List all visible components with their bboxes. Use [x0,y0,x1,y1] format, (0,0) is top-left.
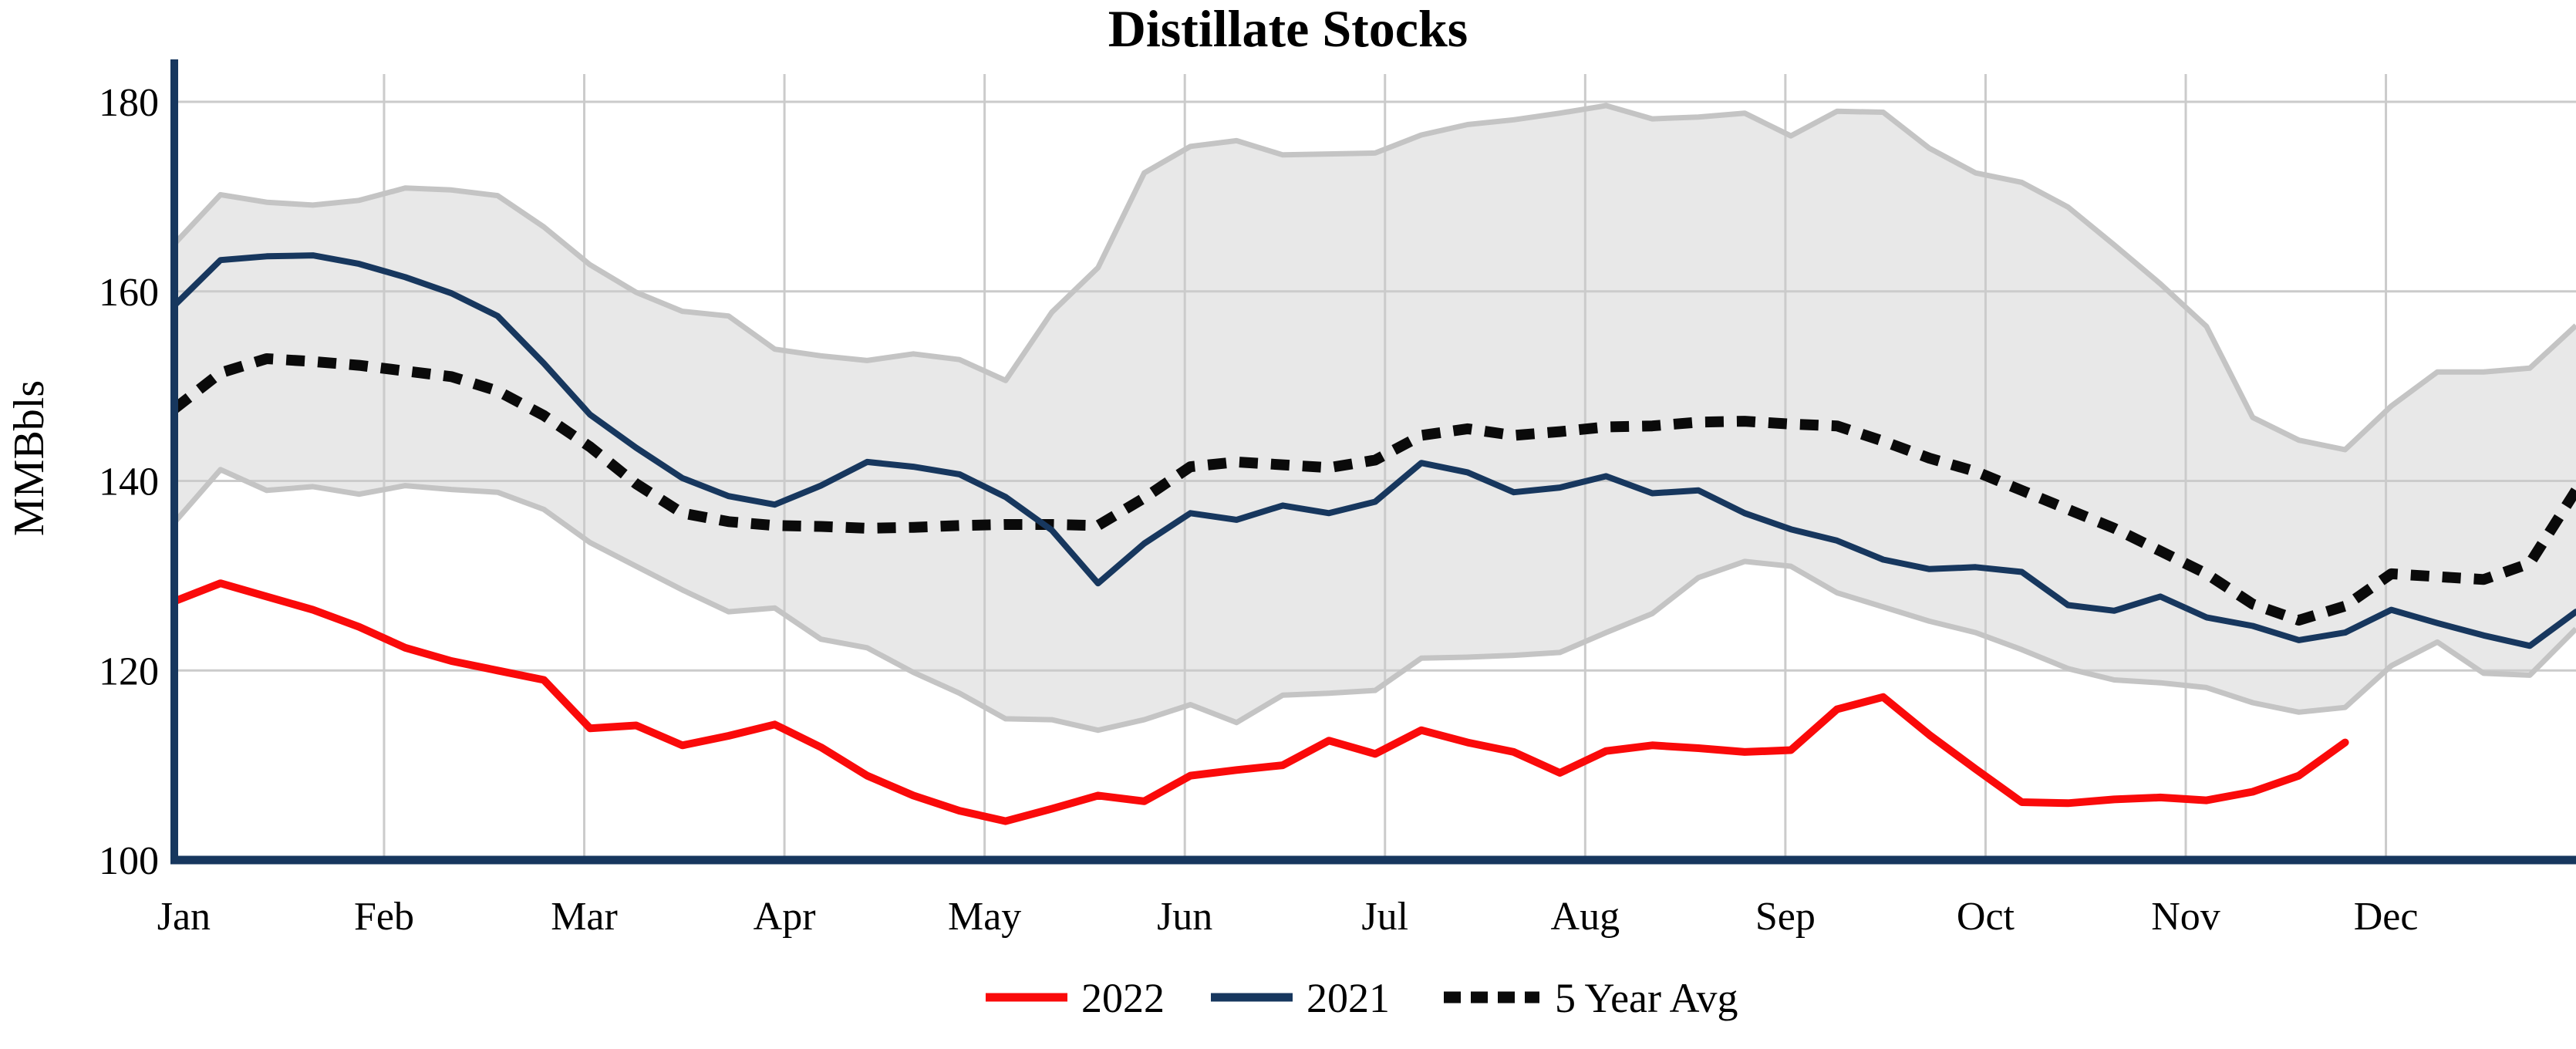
series-line-5-year-avg [170,353,2576,626]
x-month-label-Oct: Oct [1957,895,2015,939]
legend-item-2021: 2021 [1211,975,1390,1021]
series-line-2021 [171,252,2576,649]
x-month-label-Dec: Dec [2354,895,2419,939]
x-month-label-Jul: Jul [1361,895,1408,939]
x-month-label-Mar: Mar [551,895,618,939]
gridlines [174,74,2576,860]
five-year-range-band [174,105,2576,730]
x-month-label-Feb: Feb [354,895,414,939]
x-month-label-Aug: Aug [1551,895,1620,939]
x-month-labels: Jan Feb Mar Apr May Jun Jul Aug Sep Oct Nov Dec [157,895,2419,939]
y-axis-title: MMBbls [5,380,53,536]
y-tick-label-160: 160 [99,271,159,315]
legend-label-2021: 2021 [1307,975,1390,1021]
legend-item-2022: 2022 [986,975,1165,1021]
x-month-label-Nov: Nov [2151,895,2220,939]
y-tick-labels: 100 120 140 160 180 [99,81,159,883]
band-lower-edge [172,467,2576,734]
y-tick-label-140: 140 [99,460,159,504]
x-month-label-Jan: Jan [157,895,211,939]
x-month-label-Sep: Sep [1755,895,1816,939]
data-series [170,252,2576,825]
legend-label-2022: 2022 [1081,975,1165,1021]
legend-label-5yr-avg: 5 Year Avg [1555,975,1738,1021]
y-tick-label-120: 120 [99,649,159,693]
series-line-2022 [170,579,2349,825]
chart-title: Distillate Stocks [1108,0,1468,58]
band-upper-edge [172,103,2576,453]
x-month-label-May: May [948,895,1021,939]
y-tick-label-180: 180 [99,81,159,125]
legend-item-5yr-avg: 5 Year Avg [1444,975,1738,1021]
band-edges [172,103,2576,734]
x-month-label-Apr: Apr [754,895,816,939]
y-tick-label-100: 100 [99,839,159,883]
x-month-label-Jun: Jun [1157,895,1212,939]
band-area [174,105,2576,730]
legend: 2022 2021 5 Year Avg [986,975,1738,1021]
